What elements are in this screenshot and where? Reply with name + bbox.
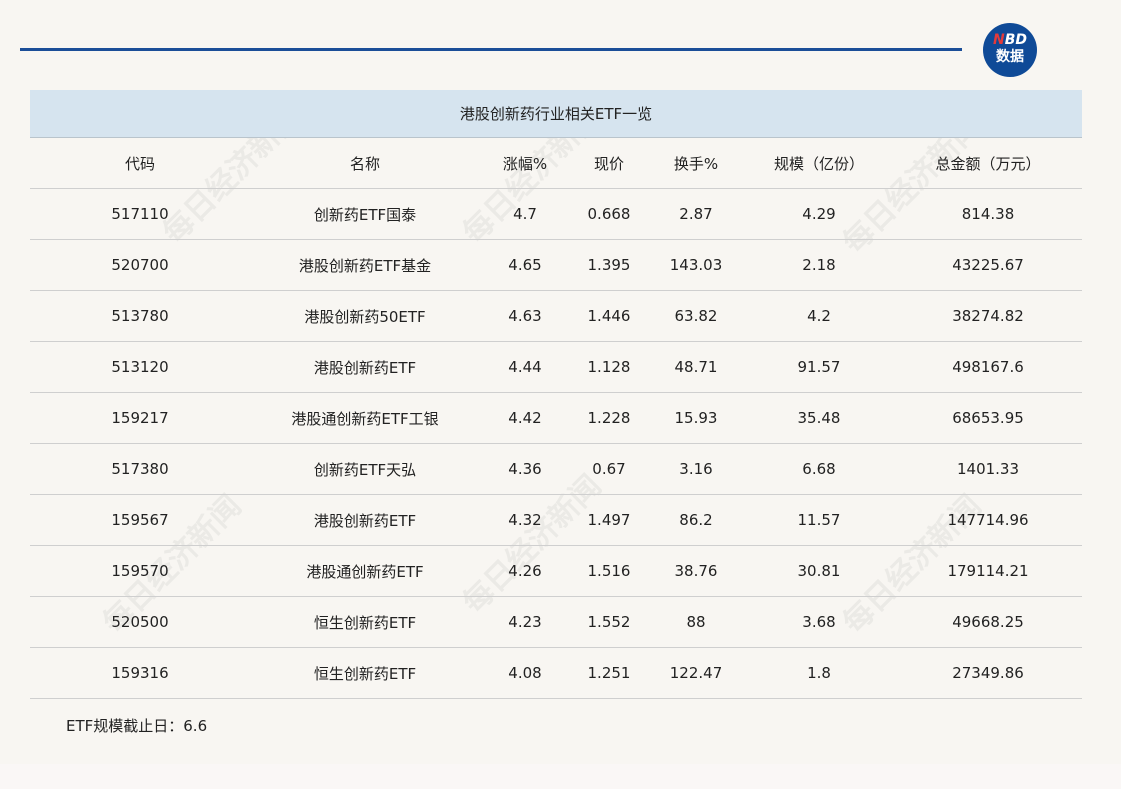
column-header-amount: 总金额（万元） bbox=[894, 137, 1082, 189]
cell-amount: 49668.25 bbox=[894, 596, 1082, 648]
cell-change-pct: 4.36 bbox=[480, 443, 570, 495]
footnote: ETF规模截止日：6.6 bbox=[66, 717, 208, 735]
nbd-logo: NBD 数据 bbox=[983, 23, 1037, 77]
cell-name: 港股创新药50ETF bbox=[250, 290, 480, 342]
cell-scale: 2.18 bbox=[744, 239, 894, 291]
cell-code: 517380 bbox=[30, 443, 250, 495]
cell-price: 1.552 bbox=[570, 596, 648, 648]
cell-change-pct: 4.42 bbox=[480, 392, 570, 444]
cell-turnover-pct: 63.82 bbox=[648, 290, 744, 342]
cell-turnover-pct: 48.71 bbox=[648, 341, 744, 393]
cell-change-pct: 4.32 bbox=[480, 494, 570, 546]
cell-code: 159570 bbox=[30, 545, 250, 597]
cell-name: 港股创新药ETF bbox=[250, 494, 480, 546]
column-header-turnover-pct: 换手% bbox=[648, 137, 744, 189]
cell-name: 恒生创新药ETF bbox=[250, 647, 480, 699]
cell-name: 港股创新药ETF bbox=[250, 341, 480, 393]
table-row: 159217 港股通创新药ETF工银 4.42 1.228 15.93 35.48 6865… bbox=[30, 392, 1082, 444]
cell-code: 520500 bbox=[30, 596, 250, 648]
cell-turnover-pct: 38.76 bbox=[648, 545, 744, 597]
cell-price: 1.446 bbox=[570, 290, 648, 342]
cell-amount: 814.38 bbox=[894, 188, 1082, 240]
cell-scale: 11.57 bbox=[744, 494, 894, 546]
column-header-price: 现价 bbox=[570, 137, 648, 189]
cell-code: 513780 bbox=[30, 290, 250, 342]
cell-name: 港股通创新药ETF bbox=[250, 545, 480, 597]
cell-scale: 30.81 bbox=[744, 545, 894, 597]
table-row: 517110 创新药ETF国泰 4.7 0.668 2.87 4.29 814.38 bbox=[30, 188, 1082, 240]
cell-name: 创新药ETF天弘 bbox=[250, 443, 480, 495]
cell-turnover-pct: 122.47 bbox=[648, 647, 744, 699]
cell-turnover-pct: 143.03 bbox=[648, 239, 744, 291]
cell-change-pct: 4.08 bbox=[480, 647, 570, 699]
column-header-code: 代码 bbox=[30, 137, 250, 189]
cell-code: 513120 bbox=[30, 341, 250, 393]
cell-change-pct: 4.7 bbox=[480, 188, 570, 240]
cell-change-pct: 4.63 bbox=[480, 290, 570, 342]
cell-turnover-pct: 2.87 bbox=[648, 188, 744, 240]
table-row: 520700 港股创新药ETF基金 4.65 1.395 143.03 2.18 43225… bbox=[30, 239, 1082, 291]
cell-scale: 3.68 bbox=[744, 596, 894, 648]
table-row: 520500 恒生创新药ETF 4.23 1.552 88 3.68 49668.25 bbox=[30, 596, 1082, 648]
cell-scale: 1.8 bbox=[744, 647, 894, 699]
table-row: 159316 恒生创新药ETF 4.08 1.251 122.47 1.8 27349.86 bbox=[30, 647, 1082, 699]
cell-amount: 147714.96 bbox=[894, 494, 1082, 546]
cell-price: 1.251 bbox=[570, 647, 648, 699]
cell-change-pct: 4.23 bbox=[480, 596, 570, 648]
cell-turnover-pct: 88 bbox=[648, 596, 744, 648]
cell-turnover-pct: 86.2 bbox=[648, 494, 744, 546]
table-row: 159567 港股创新药ETF 4.32 1.497 86.2 11.57 147714.9… bbox=[30, 494, 1082, 546]
cell-turnover-pct: 3.16 bbox=[648, 443, 744, 495]
table-row: 513120 港股创新药ETF 4.44 1.128 48.71 91.57 498167.… bbox=[30, 341, 1082, 393]
cell-price: 1.128 bbox=[570, 341, 648, 393]
cell-price: 1.395 bbox=[570, 239, 648, 291]
cell-code: 520700 bbox=[30, 239, 250, 291]
cell-scale: 4.2 bbox=[744, 290, 894, 342]
cell-scale: 4.29 bbox=[744, 188, 894, 240]
cell-price: 1.228 bbox=[570, 392, 648, 444]
cell-name: 港股创新药ETF基金 bbox=[250, 239, 480, 291]
cell-price: 1.497 bbox=[570, 494, 648, 546]
cell-amount: 1401.33 bbox=[894, 443, 1082, 495]
table-row: 513780 港股创新药50ETF 4.63 1.446 63.82 4.2 38274.8… bbox=[30, 290, 1082, 342]
table-row: 159570 港股通创新药ETF 4.26 1.516 38.76 30.81 179114… bbox=[30, 545, 1082, 597]
column-header-change-pct: 涨幅% bbox=[480, 137, 570, 189]
column-header-scale: 规模（亿份） bbox=[744, 137, 894, 189]
table-title: 港股创新药行业相关ETF一览 bbox=[30, 90, 1082, 138]
cell-change-pct: 4.65 bbox=[480, 239, 570, 291]
cell-code: 159217 bbox=[30, 392, 250, 444]
cell-code: 517110 bbox=[30, 188, 250, 240]
cell-name: 恒生创新药ETF bbox=[250, 596, 480, 648]
cell-price: 0.67 bbox=[570, 443, 648, 495]
cell-price: 0.668 bbox=[570, 188, 648, 240]
cell-change-pct: 4.26 bbox=[480, 545, 570, 597]
table-row: 517380 创新药ETF天弘 4.36 0.67 3.16 6.68 1401.33 bbox=[30, 443, 1082, 495]
cell-amount: 498167.6 bbox=[894, 341, 1082, 393]
cell-name: 港股通创新药ETF工银 bbox=[250, 392, 480, 444]
cell-code: 159316 bbox=[30, 647, 250, 699]
cell-code: 159567 bbox=[30, 494, 250, 546]
cell-amount: 43225.67 bbox=[894, 239, 1082, 291]
header-rule bbox=[20, 48, 962, 51]
cell-scale: 35.48 bbox=[744, 392, 894, 444]
cell-amount: 179114.21 bbox=[894, 545, 1082, 597]
cell-turnover-pct: 15.93 bbox=[648, 392, 744, 444]
cell-amount: 38274.82 bbox=[894, 290, 1082, 342]
cell-amount: 68653.95 bbox=[894, 392, 1082, 444]
etf-table: 港股创新药行业相关ETF一览 代码 名称 涨幅% 现价 换手% 规模（亿份） 总金额（万元）… bbox=[30, 90, 1082, 699]
column-header-name: 名称 bbox=[250, 137, 480, 189]
cell-name: 创新药ETF国泰 bbox=[250, 188, 480, 240]
cell-scale: 6.68 bbox=[744, 443, 894, 495]
cell-scale: 91.57 bbox=[744, 341, 894, 393]
cell-amount: 27349.86 bbox=[894, 647, 1082, 699]
cell-change-pct: 4.44 bbox=[480, 341, 570, 393]
cell-price: 1.516 bbox=[570, 545, 648, 597]
bottom-band bbox=[0, 764, 1121, 789]
